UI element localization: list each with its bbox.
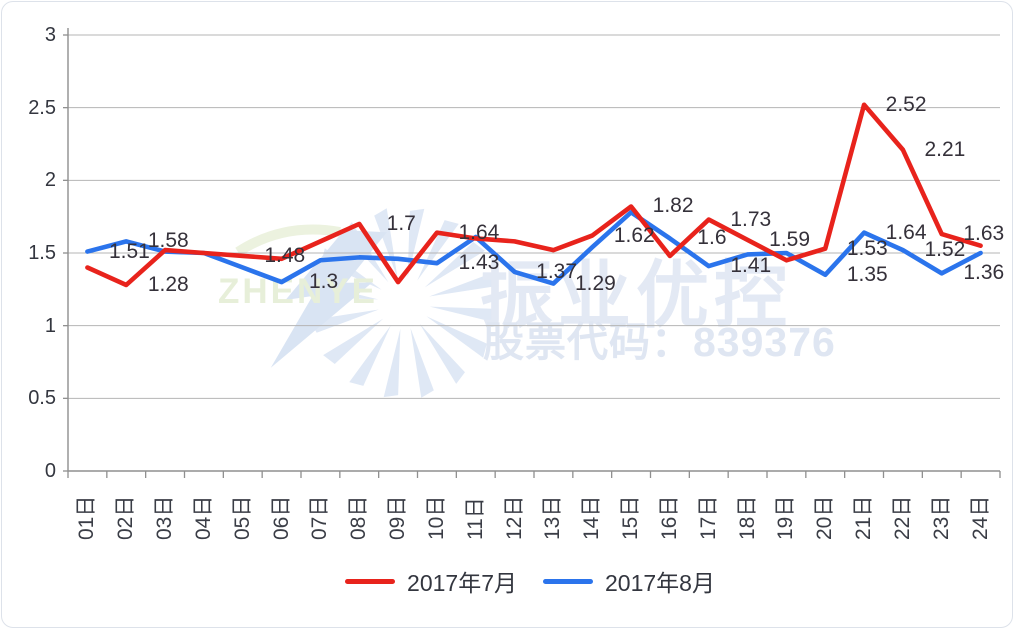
data-label-2017年7月-22日: 2.21 <box>924 137 966 161</box>
x-axis-label-03日: 03日 <box>153 495 177 540</box>
x-axis-label-22日: 22日 <box>890 495 914 540</box>
x-axis-label-10日: 10日 <box>424 495 448 540</box>
data-label-2017年8月-12日: 1.37 <box>536 259 578 283</box>
data-label-2017年8月-01日: 1.51 <box>108 239 150 263</box>
logo-swoosh <box>235 224 341 257</box>
y-axis-label-2.5: 2.5 <box>28 96 56 119</box>
data-label-2017年8月-10日: 1.43 <box>458 251 500 275</box>
watermark-company-text: 振业优控 <box>480 255 792 336</box>
data-label-2017年7月-02日: 1.28 <box>147 272 189 296</box>
data-label-2017年7月-05日: 1.48 <box>264 243 306 267</box>
x-axis-label-02日: 02日 <box>114 495 138 540</box>
x-axis-label-16日: 16日 <box>657 495 681 540</box>
legend-label-2017-08: 2017年8月 <box>605 570 715 596</box>
legend-item-2017-08: 2017年8月 <box>543 564 715 598</box>
x-axis-label-20日: 20日 <box>813 495 837 540</box>
y-axis-label-1: 1 <box>44 314 56 337</box>
fan-ray <box>349 325 391 386</box>
x-axis-label-01日: 01日 <box>75 495 99 540</box>
data-label-2017年8月-02日: 1.58 <box>147 229 189 253</box>
x-axis-label-18日: 18日 <box>735 495 759 540</box>
data-label-2017年8月-20日: 1.35 <box>846 262 888 286</box>
fan-ray <box>426 316 487 358</box>
x-axis-label-12日: 12日 <box>502 495 526 540</box>
x-axis-label-09日: 09日 <box>386 495 410 540</box>
legend-swatch-red <box>345 578 396 584</box>
chart-legend: 2017年7月 2017年8月 <box>0 564 1024 598</box>
series-line-2017年8月 <box>85 210 983 286</box>
y-axis-label-0.5: 0.5 <box>28 387 56 410</box>
data-label-2017年8月-16日: 1.6 <box>697 226 727 250</box>
data-label-2017年7月-10日: 1.64 <box>458 220 500 244</box>
x-axis-label-11日: 11日 <box>463 497 487 540</box>
data-label-2017年8月-23日: 1.36 <box>963 261 1005 285</box>
y-axis-label-1.5: 1.5 <box>28 242 56 264</box>
y-axis-label-0: 0 <box>44 460 56 482</box>
legend-swatch-blue <box>543 578 593 584</box>
x-axis-label-24日: 24日 <box>968 495 992 540</box>
x-axis-label-23日: 23日 <box>929 495 953 540</box>
fan-ray <box>309 309 379 333</box>
x-axis-label-21日: 21日 <box>852 495 876 540</box>
data-label-2017年7月-18日: 1.59 <box>769 227 811 251</box>
x-axis-label-13日: 13日 <box>541 495 565 540</box>
data-label-2017年7月-21日: 2.52 <box>885 92 927 116</box>
x-axis-label-04日: 04日 <box>191 495 215 540</box>
y-axis-label-3: 3 <box>44 24 56 46</box>
y-axis-label-2: 2 <box>44 169 56 192</box>
x-axis-label-05日: 05日 <box>230 495 254 540</box>
data-label-2017年7月-15日: 1.82 <box>652 194 694 218</box>
data-label-2017年7月-23日: 1.63 <box>963 222 1005 246</box>
x-axis-label-07日: 07日 <box>308 495 332 540</box>
fan-ray <box>429 273 499 297</box>
data-label-2017年8月-17日: 1.41 <box>730 254 772 278</box>
x-axis-label-14日: 14日 <box>580 495 604 540</box>
x-axis-label-19日: 19日 <box>774 495 798 540</box>
legend-item-2017-07: 2017年7月 <box>345 564 517 598</box>
x-axis-label-15日: 15日 <box>619 495 643 540</box>
data-label-2017年7月-20日: 1.53 <box>846 236 888 260</box>
fan-ray <box>419 323 465 384</box>
data-label-2017年8月-22日: 1.52 <box>924 238 966 262</box>
legend-label-2017-07: 2017年7月 <box>407 570 517 596</box>
data-label-2017年8月-13日: 1.29 <box>574 271 616 295</box>
fan-ray <box>410 328 434 398</box>
x-axis-label-08日: 08日 <box>347 495 371 540</box>
series-line-2017年7月 <box>85 102 983 288</box>
fan-ray <box>323 318 384 364</box>
data-label-2017年8月-06日: 1.3 <box>308 270 339 294</box>
x-axis-label-06日: 06日 <box>269 495 293 540</box>
watermark-stock-code-text: 股票代码：839376 <box>483 319 836 365</box>
data-label-2017年7月-17日: 1.73 <box>730 207 772 231</box>
lightning-bolt-icon <box>270 230 387 368</box>
data-label-2017年7月-08日: 1.7 <box>386 211 416 235</box>
logo-text: ZHENYE <box>218 272 378 311</box>
data-label-2017年7月-14日: 1.62 <box>613 223 655 247</box>
data-label-2017年8月-21日: 1.64 <box>885 220 927 244</box>
x-axis-label-17日: 17日 <box>696 495 720 540</box>
